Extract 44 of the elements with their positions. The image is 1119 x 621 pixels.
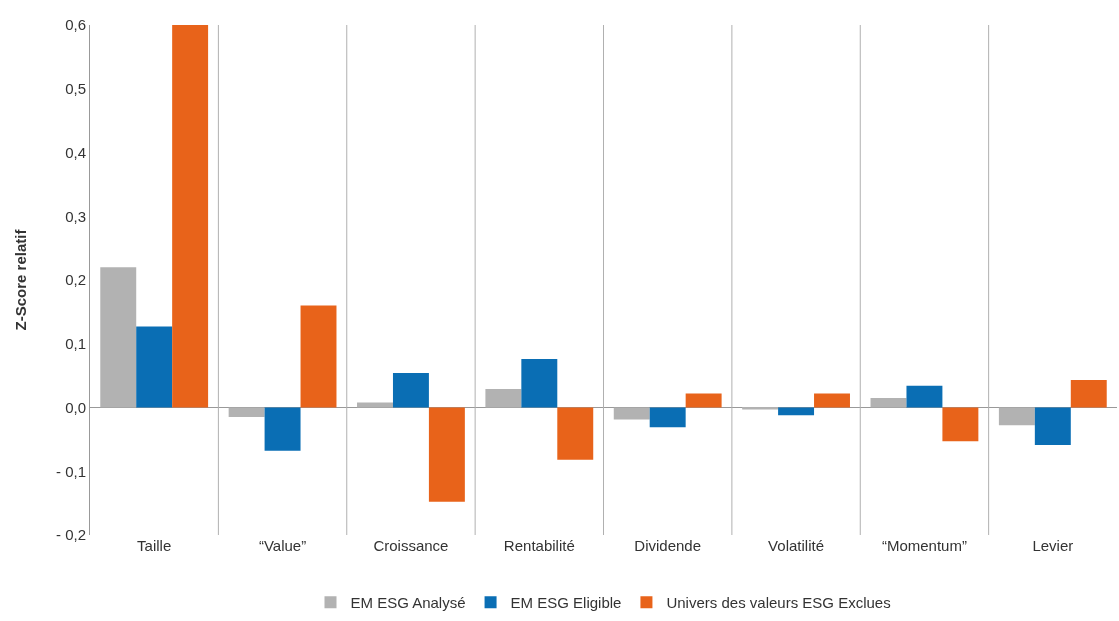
bar — [172, 25, 209, 408]
bar — [778, 407, 815, 416]
y-tick-label: - 0,2 — [55, 526, 86, 544]
x-tick-label: Volatilité — [768, 537, 824, 554]
bar — [264, 407, 301, 451]
x-tick-label: Taille — [137, 537, 172, 554]
x-tick-label: Croissance — [373, 537, 449, 554]
y-tick-label: 0,2 — [65, 271, 86, 289]
bar — [870, 397, 907, 408]
y-tick-label: 0,6 — [65, 16, 86, 34]
x-tick-label: Levier — [1032, 537, 1074, 554]
bar — [357, 402, 393, 408]
legend-label: EM ESG Analysé — [350, 594, 466, 612]
y-axis-title: Z-Score relatif — [12, 228, 30, 331]
y-tick-label: 0,3 — [65, 207, 86, 225]
bar — [392, 373, 429, 408]
y-tick-label: 0,4 — [65, 143, 86, 161]
x-tick-label: “Value” — [258, 537, 307, 554]
bar — [521, 359, 558, 408]
bar — [100, 267, 137, 408]
bar — [906, 385, 943, 408]
bar — [942, 407, 979, 442]
bar — [485, 389, 522, 408]
legend-label: Univers des valeurs ESG Exclues — [666, 594, 891, 612]
y-tick-label: 0,5 — [65, 80, 86, 97]
bar — [300, 305, 337, 408]
bar — [557, 407, 594, 460]
x-tick-label: Dividende — [634, 537, 702, 554]
bar — [428, 407, 465, 502]
bar — [1034, 407, 1071, 446]
y-tick-label: - 0,1 — [55, 462, 86, 480]
bar — [998, 407, 1035, 426]
x-tick-label: Rentabilité — [503, 537, 575, 554]
bar — [649, 407, 686, 428]
bar — [814, 393, 850, 408]
x-tick-label: “Momentum” — [881, 537, 967, 554]
bar — [228, 407, 265, 418]
legend-label: EM ESG Eligible — [510, 594, 622, 612]
bar — [685, 393, 722, 408]
y-tick-label: 0,1 — [65, 335, 86, 352]
bar — [1070, 380, 1107, 408]
bar — [613, 407, 650, 420]
bar — [136, 326, 173, 408]
y-tick-label: 0,0 — [65, 398, 86, 416]
